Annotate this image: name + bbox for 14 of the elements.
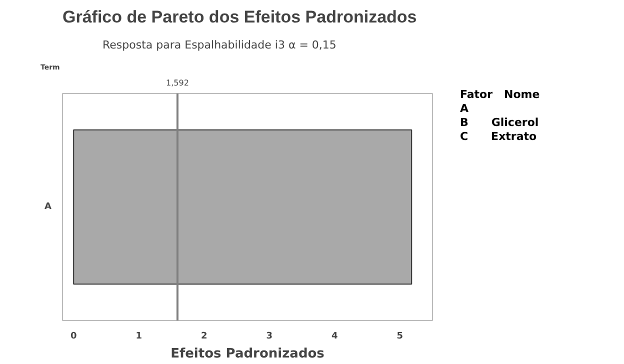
- x-tick-label: 2: [200, 332, 208, 342]
- text: Fator Nome: [460, 88, 540, 101]
- x-tick-label: 5: [396, 332, 404, 342]
- x-tick-label: 0: [70, 332, 77, 342]
- ref-line-label: 1,592: [166, 78, 189, 88]
- chart-title: Gráfico de Pareto dos Efeitos Padronizados: [62, 8, 417, 26]
- chart-subtitle: Resposta para Espalhabilidade i3 α = 0,15: [102, 38, 336, 52]
- x-axis-title: Efeitos Padronizados: [170, 346, 325, 362]
- text: B Glicerol: [460, 116, 539, 129]
- text: C Extrato: [460, 130, 537, 143]
- text: A: [460, 102, 469, 115]
- x-tick-label: 3: [266, 332, 272, 342]
- x-tick-label: 1: [136, 332, 142, 342]
- x-tick-label: 4: [331, 332, 338, 342]
